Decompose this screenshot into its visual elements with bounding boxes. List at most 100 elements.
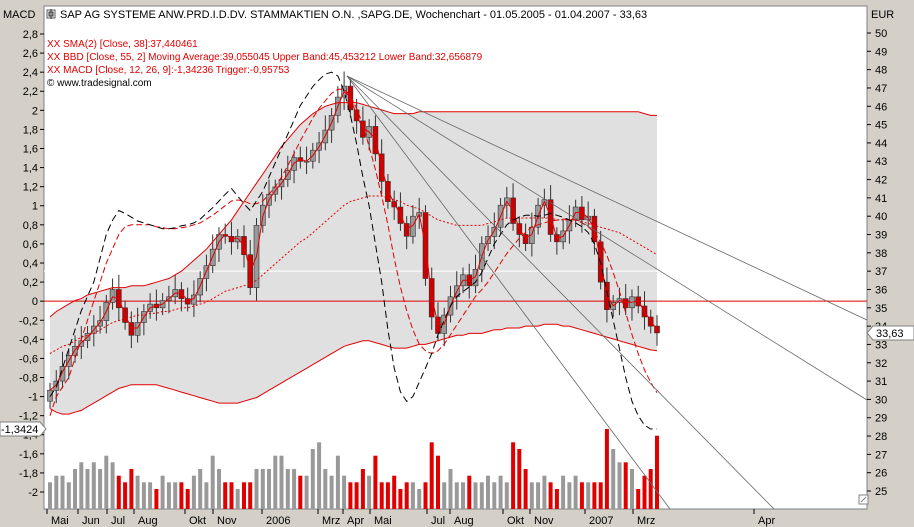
candle-body xyxy=(522,234,529,244)
candle-body xyxy=(234,236,241,243)
left-tick-label: 0,2 xyxy=(23,277,38,289)
right-tick-label: 42 xyxy=(875,175,887,187)
x-tick-label: Mai xyxy=(374,515,392,527)
volume-bar xyxy=(636,489,641,509)
x-tick-label: Mrz xyxy=(322,515,340,527)
volume-bar xyxy=(304,475,309,509)
volume-bar xyxy=(548,482,553,509)
candle-body xyxy=(228,236,235,243)
volume-bar xyxy=(160,475,165,509)
left-tick-label: -1,8 xyxy=(19,468,38,480)
candle-body xyxy=(97,320,103,327)
x-tick-label: Aug xyxy=(454,515,474,527)
volume-bar xyxy=(323,469,328,509)
volume-bar xyxy=(561,475,566,509)
volume-bar xyxy=(467,475,472,509)
volume-bar xyxy=(342,475,347,509)
volume-bar xyxy=(317,442,322,509)
trend-line xyxy=(346,75,775,510)
candle-body xyxy=(128,322,135,336)
x-tick-label: Mai xyxy=(51,515,69,527)
candle-body xyxy=(134,322,141,336)
volume-bar xyxy=(611,449,616,509)
right-tick-label: 43 xyxy=(875,156,887,168)
right-tick-label: 50 xyxy=(875,28,887,40)
volume-bar xyxy=(398,489,403,509)
volume-bar xyxy=(141,482,146,509)
volume-bar xyxy=(498,475,503,509)
x-tick-label: Apr xyxy=(347,515,364,527)
bollinger-band-area xyxy=(50,102,657,415)
volume-bar xyxy=(461,482,465,509)
right-tick-label: 32 xyxy=(875,358,887,370)
volume-bar xyxy=(604,429,609,509)
x-tick-label: Jun xyxy=(82,515,100,527)
right-tick-label: 46 xyxy=(875,101,887,113)
x-tick-label: Nov xyxy=(217,515,237,527)
candle-body xyxy=(184,298,191,305)
legend-entry: © www.tradesignal.com xyxy=(47,78,152,89)
volume-bar xyxy=(479,482,484,509)
volume-bar xyxy=(598,482,603,509)
left-tick-label: -0,8 xyxy=(19,373,38,385)
volume-bar xyxy=(98,469,103,509)
volume-bar xyxy=(54,475,59,509)
trend-line xyxy=(346,75,868,401)
volume-bar xyxy=(242,482,246,509)
volume-bar xyxy=(166,482,171,509)
left-tick-label: 1,4 xyxy=(23,163,38,175)
volume-bar xyxy=(154,489,159,509)
candle-body xyxy=(59,366,66,382)
legend-entry: XX BBD [Close, 55, 2] Moving Average:39,… xyxy=(47,52,483,63)
right-tick-label: 41 xyxy=(875,193,887,205)
x-axis-ticks: Mai Jun Jul Aug Okt Nov 2006 Mrz Apr Mai Jul Aug Okt… xyxy=(46,509,775,527)
volume-bar xyxy=(392,475,397,509)
chart-settings-icon[interactable] xyxy=(46,9,56,19)
right-tick-label: 39 xyxy=(875,230,887,242)
left-axis-label: MACD xyxy=(3,9,35,21)
left-tick-label: 0,6 xyxy=(23,239,38,251)
volume-bar xyxy=(436,455,440,509)
volume-bar xyxy=(648,469,653,509)
volume-bar xyxy=(279,455,284,509)
volume-bar xyxy=(123,482,128,509)
volume-bar xyxy=(210,455,215,509)
volume-bar xyxy=(260,469,265,509)
volume-bar xyxy=(542,475,547,509)
volume-bar xyxy=(586,482,591,509)
left-tick-label: 2 xyxy=(32,105,38,117)
right-tick-label: 45 xyxy=(875,120,887,132)
current-macd-label: -1,3424 xyxy=(1,424,38,436)
left-tick-label: 0,4 xyxy=(23,258,38,270)
volume-bar xyxy=(442,482,447,509)
resize-handle[interactable] xyxy=(858,494,869,505)
volume-bar xyxy=(48,482,52,509)
volume-bar xyxy=(235,489,240,509)
volume-bar xyxy=(267,469,271,509)
volume-bar xyxy=(579,482,584,509)
candle-body xyxy=(647,316,654,327)
left-tick-label: 2,8 xyxy=(23,29,38,41)
volume-bar xyxy=(448,469,453,509)
left-tick-label: 1,8 xyxy=(23,124,38,136)
bollinger-band-fill xyxy=(50,102,657,415)
x-tick-label: Jul xyxy=(431,515,445,527)
volume-bar xyxy=(298,475,303,509)
right-tick-label: 40 xyxy=(875,211,887,223)
legend-entry: XX MACD [Close, 12, 26, 9]:-1,34236 Trig… xyxy=(47,65,290,76)
left-tick-label: -0,4 xyxy=(19,334,38,346)
volume-bar xyxy=(536,482,541,509)
volume-bar xyxy=(592,482,597,509)
right-tick-label: 28 xyxy=(875,431,887,443)
left-tick-label: -0,6 xyxy=(19,353,38,365)
right-tick-label: 30 xyxy=(875,394,887,406)
volume-bar xyxy=(504,482,509,509)
left-tick-label: 0 xyxy=(32,296,38,308)
volume-bar xyxy=(367,475,372,509)
left-tick-label: 2,4 xyxy=(23,67,38,79)
x-tick-label: Apr xyxy=(758,515,775,527)
left-tick-label: -1,2 xyxy=(19,411,38,423)
volume-bar xyxy=(110,462,115,509)
right-tick-label: 31 xyxy=(875,376,887,388)
volume-bar xyxy=(285,469,290,509)
